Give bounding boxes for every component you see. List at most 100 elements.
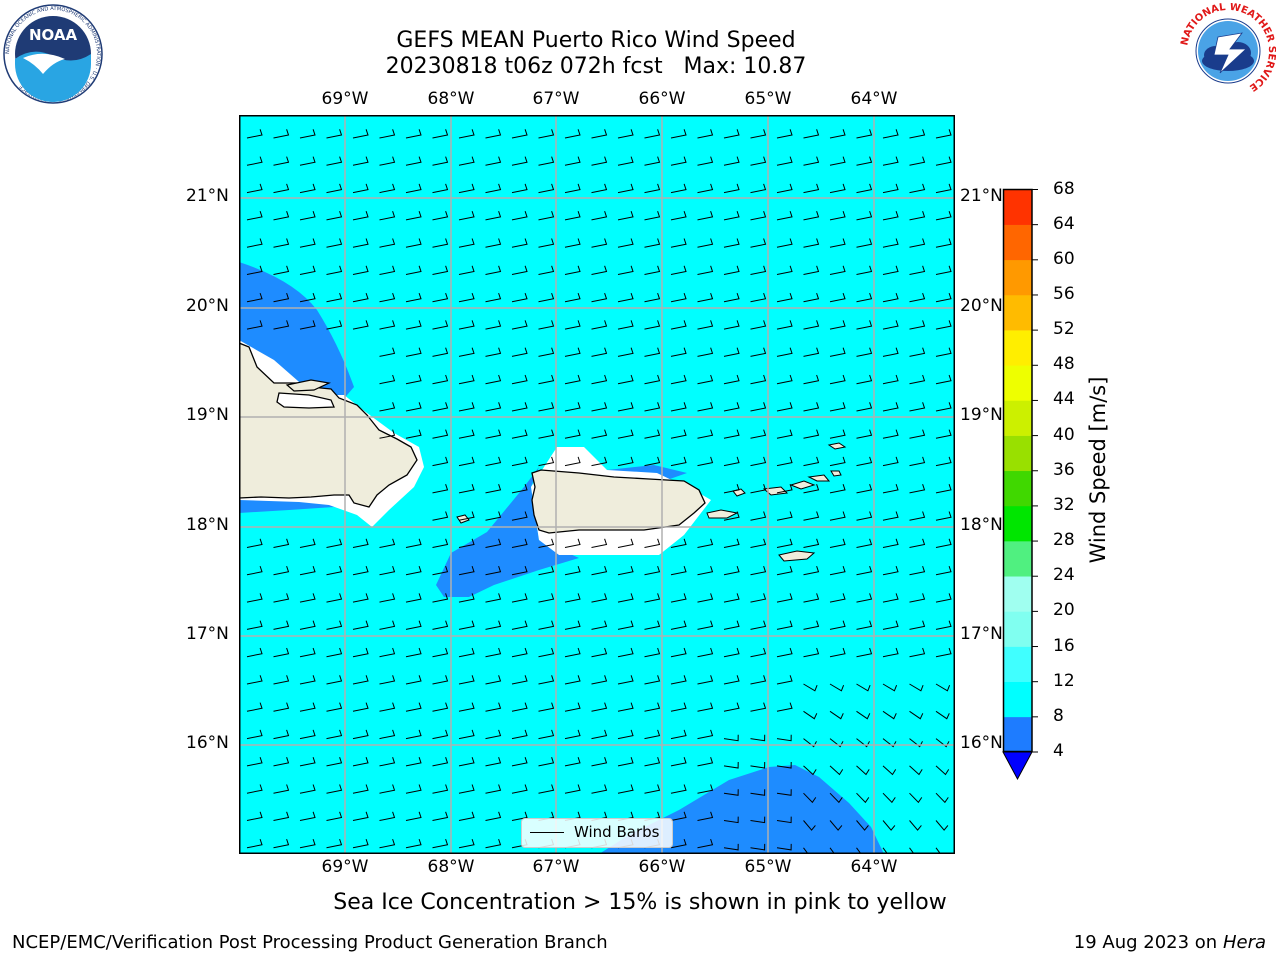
wind-barb xyxy=(750,761,766,769)
wind-barb xyxy=(617,757,634,767)
wind-barb xyxy=(829,211,846,221)
wind-barb xyxy=(670,374,687,385)
wind-barb xyxy=(326,757,343,767)
wind-barb xyxy=(644,320,661,330)
wind-barb xyxy=(856,565,873,576)
wind-barb xyxy=(617,620,634,630)
wind-barb xyxy=(644,538,661,548)
noaa-logo: NATIONAL OCEANIC AND ATMOSPHERIC ADMINIS… xyxy=(3,4,103,108)
wind-barb xyxy=(829,156,846,166)
wind-barb xyxy=(882,211,899,221)
wind-barb xyxy=(776,565,793,576)
colorbar-tick-label: 56 xyxy=(1053,283,1075,304)
wind-barb xyxy=(856,238,873,248)
wind-barb xyxy=(432,675,449,685)
graticule xyxy=(239,115,954,853)
wind-barb xyxy=(856,620,873,630)
wind-barb xyxy=(750,347,767,357)
wind-barb xyxy=(273,593,290,603)
wind-barb xyxy=(511,484,528,494)
wind-barb xyxy=(909,738,923,748)
wind-barb xyxy=(458,811,475,821)
wind-barb xyxy=(299,811,316,821)
wind-barb xyxy=(644,129,661,139)
wind-barb xyxy=(723,816,739,824)
wind-barb xyxy=(935,710,950,720)
wind-barb xyxy=(909,484,926,494)
wind-barb xyxy=(405,292,422,303)
wind-barb xyxy=(273,156,290,166)
wind-barb xyxy=(564,265,581,275)
wind-barb xyxy=(511,565,528,576)
wind-barb xyxy=(882,847,895,853)
wind-barb xyxy=(564,456,581,467)
wind-barb xyxy=(776,538,793,548)
wind-barb xyxy=(564,211,581,221)
wind-barb xyxy=(432,538,449,548)
wind-barb xyxy=(273,620,290,630)
wind-barb xyxy=(405,211,422,221)
wind-barb xyxy=(697,183,714,194)
wind-barb xyxy=(750,484,767,494)
wind-barb xyxy=(405,838,422,849)
nws-logo: NATIONAL WEATHER SERVICE xyxy=(1179,2,1277,103)
wind-barb xyxy=(511,675,528,685)
wind-barb xyxy=(617,265,634,275)
wind-barb xyxy=(776,238,793,248)
wind-barb xyxy=(803,484,820,494)
anegada-island xyxy=(827,442,847,450)
lat-label-right-17n: 17°N xyxy=(960,624,1003,644)
wind-barb xyxy=(591,320,608,330)
wind-barb xyxy=(723,183,740,194)
wind-barb xyxy=(246,156,263,166)
wind-barb xyxy=(538,238,555,248)
wind-barb xyxy=(882,738,897,748)
wind-barb xyxy=(723,129,740,139)
colorbar-tick-label: 12 xyxy=(1053,670,1075,691)
wind-barb xyxy=(935,565,952,576)
wind-barb xyxy=(538,729,555,740)
wind-barb xyxy=(670,238,687,248)
wind-barb xyxy=(538,211,555,221)
wind-barb xyxy=(909,402,926,412)
wind-barb xyxy=(511,647,528,658)
wind-barb xyxy=(299,156,316,166)
wind-barb xyxy=(246,211,263,221)
wind-barb xyxy=(644,238,661,248)
wind-barb xyxy=(644,593,661,603)
colorbar-segment xyxy=(1003,681,1032,718)
wind-barb xyxy=(803,847,815,853)
wind-barb xyxy=(909,265,926,275)
wind-barbs xyxy=(246,129,952,853)
wind-barb xyxy=(617,238,634,248)
wind-barb xyxy=(485,620,502,630)
wind-barb xyxy=(617,538,634,548)
wind-barb xyxy=(326,675,343,685)
wind-barb xyxy=(644,265,661,275)
wind-barb xyxy=(829,565,846,576)
wind-barb xyxy=(697,565,714,576)
wind-barb xyxy=(856,484,873,494)
wind-barb xyxy=(909,456,926,467)
wind-barb xyxy=(511,347,528,357)
wind-barb xyxy=(882,565,899,576)
wind-barb xyxy=(591,292,608,303)
wind-barb xyxy=(670,784,687,794)
colorbar-segment xyxy=(1003,224,1032,261)
wind-barb xyxy=(644,211,661,221)
wind-barb xyxy=(829,593,846,603)
wind-barb xyxy=(882,765,897,776)
wind-barb xyxy=(617,211,634,221)
wind-barb xyxy=(935,593,952,603)
colorbar-tick-label: 20 xyxy=(1053,600,1075,621)
wind-barb xyxy=(485,811,502,821)
wind-barb xyxy=(352,620,369,630)
wind-barb xyxy=(299,238,316,248)
wind-barb xyxy=(564,757,581,767)
wind-barb xyxy=(299,265,316,275)
wind-barb xyxy=(697,320,714,330)
wind-barb xyxy=(432,429,449,439)
colorbar-under-triangle xyxy=(1002,751,1033,781)
wind-barb xyxy=(299,675,316,685)
wind-barb xyxy=(458,429,475,439)
